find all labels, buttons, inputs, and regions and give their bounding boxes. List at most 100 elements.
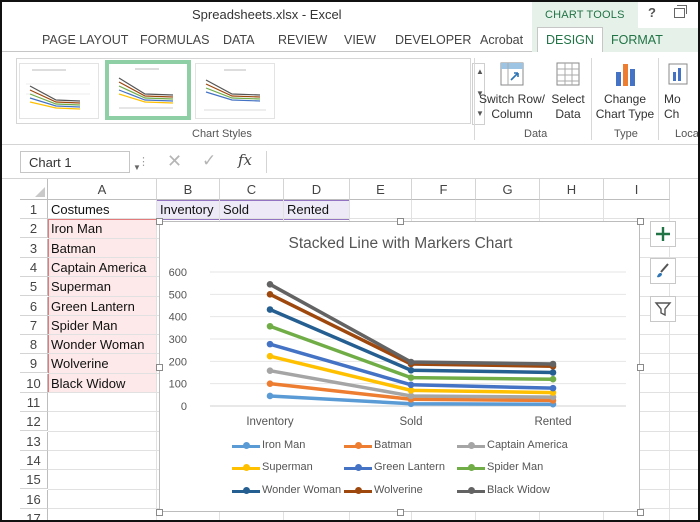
- chart-filters-button[interactable]: [650, 296, 676, 322]
- series-marker[interactable]: [266, 322, 274, 330]
- resize-handle[interactable]: [156, 364, 163, 371]
- series-marker[interactable]: [549, 369, 557, 376]
- chart-style-thumbnail[interactable]: [19, 63, 99, 119]
- row-header-13[interactable]: 13: [20, 431, 48, 451]
- gallery-down-icon[interactable]: ▼: [476, 89, 484, 98]
- cell-a9[interactable]: Wolverine: [51, 356, 109, 372]
- row-header-12[interactable]: 12: [20, 412, 48, 432]
- formula-input[interactable]: [266, 151, 698, 173]
- enter-check-icon[interactable]: ✓: [202, 151, 217, 170]
- series-marker[interactable]: [407, 366, 415, 374]
- chart-style-thumbnail-selected[interactable]: [105, 60, 191, 120]
- select-data-button[interactable]: Select Data: [548, 60, 588, 122]
- series-marker[interactable]: [266, 380, 274, 387]
- chart-title[interactable]: Stacked Line with Markers Chart: [288, 235, 513, 252]
- row-header-10[interactable]: 10: [20, 373, 48, 393]
- column-header-c[interactable]: C: [220, 179, 284, 200]
- series-marker[interactable]: [266, 306, 274, 313]
- row-header-3[interactable]: 3: [20, 238, 48, 258]
- cell-a2[interactable]: Iron Man: [51, 221, 103, 237]
- chevron-down-icon[interactable]: ▼: [133, 163, 141, 172]
- gallery-scrollbar[interactable]: ▲ ▼ ▼: [472, 63, 485, 125]
- column-header-f[interactable]: F: [412, 179, 476, 200]
- name-box[interactable]: Chart 1 ▼: [20, 151, 141, 173]
- series-line[interactable]: [269, 282, 554, 366]
- tab-developer[interactable]: DEVELOPER: [395, 33, 472, 47]
- chart-style-thumbnail[interactable]: [195, 63, 275, 119]
- column-header-i[interactable]: I: [604, 179, 670, 200]
- series-marker[interactable]: [407, 358, 415, 366]
- series-marker[interactable]: [266, 291, 274, 298]
- tab-format[interactable]: FORMAT: [611, 33, 663, 47]
- gallery-more-icon[interactable]: ▼: [476, 109, 484, 118]
- series-marker[interactable]: [407, 381, 415, 389]
- cell-d1[interactable]: Rented: [287, 202, 329, 217]
- gallery-up-icon[interactable]: ▲: [476, 67, 484, 76]
- column-header-a[interactable]: A: [48, 179, 157, 200]
- tab-acrobat[interactable]: Acrobat: [480, 33, 524, 47]
- chart-elements-button[interactable]: [650, 221, 676, 247]
- row-header-2[interactable]: 2: [20, 219, 48, 239]
- cell-a1[interactable]: Costumes: [51, 202, 110, 217]
- series-marker[interactable]: [266, 280, 274, 288]
- row-header-14[interactable]: 14: [20, 450, 48, 470]
- select-all-corner[interactable]: [20, 179, 48, 200]
- tab-design[interactable]: DESIGN: [537, 27, 603, 53]
- tab-view[interactable]: VIEW: [344, 33, 376, 47]
- column-header-e[interactable]: E: [350, 179, 412, 200]
- resize-handle[interactable]: [637, 364, 644, 371]
- row-header-16[interactable]: 16: [20, 489, 48, 509]
- tab-page-layout[interactable]: PAGE LAYOUT: [42, 33, 129, 47]
- cell-a10[interactable]: Black Widow: [51, 375, 126, 391]
- series-marker[interactable]: [407, 374, 415, 381]
- switch-row-column-button[interactable]: Switch Row/ Column: [478, 60, 546, 122]
- resize-handle[interactable]: [637, 218, 644, 225]
- column-header-d[interactable]: D: [284, 179, 350, 200]
- tab-formulas[interactable]: FORMULAS: [140, 33, 210, 47]
- row-header-4[interactable]: 4: [20, 257, 48, 277]
- series-marker[interactable]: [266, 367, 274, 375]
- series-marker[interactable]: [266, 392, 274, 400]
- change-chart-type-button[interactable]: Change Chart Type: [593, 60, 657, 122]
- column-header-g[interactable]: G: [476, 179, 540, 200]
- series-marker[interactable]: [407, 392, 415, 400]
- tab-review[interactable]: REVIEW: [278, 33, 328, 47]
- cell-a4[interactable]: Captain America: [51, 259, 147, 275]
- resize-handle[interactable]: [397, 509, 404, 516]
- column-header-h[interactable]: H: [540, 179, 604, 200]
- cell-c1[interactable]: Sold: [223, 202, 250, 217]
- row-header-6[interactable]: 6: [20, 296, 48, 316]
- row-header-9[interactable]: 9: [20, 354, 48, 374]
- cell-b1[interactable]: Inventory: [160, 202, 214, 217]
- row-header-17[interactable]: 17: [20, 508, 48, 520]
- row-header-5[interactable]: 5: [20, 277, 48, 297]
- series-marker[interactable]: [266, 340, 274, 348]
- chart-plot-svg[interactable]: 0 100 200 300 400 500 600 Inventory Sold Rented: [160, 222, 641, 513]
- row-header-15[interactable]: 15: [20, 470, 48, 490]
- series-marker[interactable]: [407, 387, 415, 394]
- cell-a7[interactable]: Spider Man: [51, 317, 118, 333]
- resize-handle[interactable]: [156, 218, 163, 225]
- series-marker[interactable]: [549, 384, 557, 392]
- row-header-7[interactable]: 7: [20, 315, 48, 335]
- column-header-b[interactable]: B: [157, 179, 220, 200]
- resize-handle[interactable]: [397, 218, 404, 225]
- row-header-8[interactable]: 8: [20, 335, 48, 355]
- resize-handle[interactable]: [156, 509, 163, 516]
- help-button[interactable]: ?: [648, 5, 656, 20]
- formula-bar-grip-icon[interactable]: ⋮: [138, 156, 149, 168]
- cancel-icon[interactable]: ✕: [167, 151, 183, 171]
- series-marker[interactable]: [549, 375, 557, 383]
- row-header-1[interactable]: 1: [20, 200, 48, 219]
- cell-a6[interactable]: Green Lantern: [51, 298, 135, 314]
- chart-styles-button[interactable]: [650, 258, 676, 284]
- series-marker[interactable]: [266, 352, 274, 360]
- resize-handle[interactable]: [637, 509, 644, 516]
- cell-a5[interactable]: Superman: [51, 279, 111, 295]
- cell-a3[interactable]: Batman: [51, 240, 96, 256]
- cell-a8[interactable]: Wonder Woman: [51, 337, 145, 353]
- move-chart-button[interactable]: Mo Ch: [664, 60, 698, 122]
- insert-function-icon[interactable]: fx: [238, 151, 253, 169]
- chart-area[interactable]: Stacked Line with Markers Chart 0 100 200 3…: [156, 218, 644, 516]
- tab-data[interactable]: DATA: [223, 33, 255, 47]
